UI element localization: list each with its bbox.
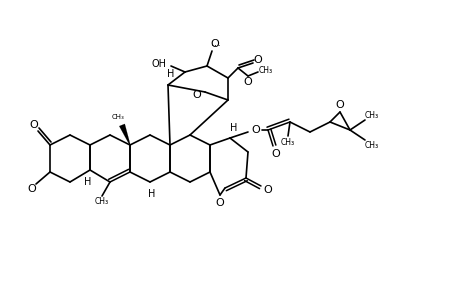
Text: H: H	[167, 69, 174, 79]
Text: O: O	[215, 198, 224, 208]
Text: ···: ···	[211, 41, 221, 51]
Text: H: H	[148, 189, 155, 199]
Text: CH₃: CH₃	[364, 140, 378, 149]
Text: CH₃: CH₃	[95, 197, 109, 206]
Text: O: O	[335, 100, 344, 110]
Polygon shape	[119, 124, 130, 145]
Text: O: O	[29, 120, 38, 130]
Text: O: O	[251, 125, 260, 135]
Text: O: O	[243, 77, 252, 87]
Text: O: O	[253, 55, 262, 65]
Text: H: H	[230, 123, 237, 133]
Text: O: O	[28, 184, 36, 194]
Text: CH₃: CH₃	[112, 114, 124, 120]
Text: OH: OH	[151, 59, 166, 69]
Text: O: O	[192, 90, 201, 100]
Text: H: H	[84, 177, 91, 187]
Text: CH₃: CH₃	[280, 137, 294, 146]
Text: CH₃: CH₃	[258, 65, 273, 74]
Text: O: O	[210, 39, 219, 49]
Text: O: O	[263, 185, 272, 195]
Text: O: O	[271, 149, 280, 159]
Text: CH₃: CH₃	[364, 110, 378, 119]
